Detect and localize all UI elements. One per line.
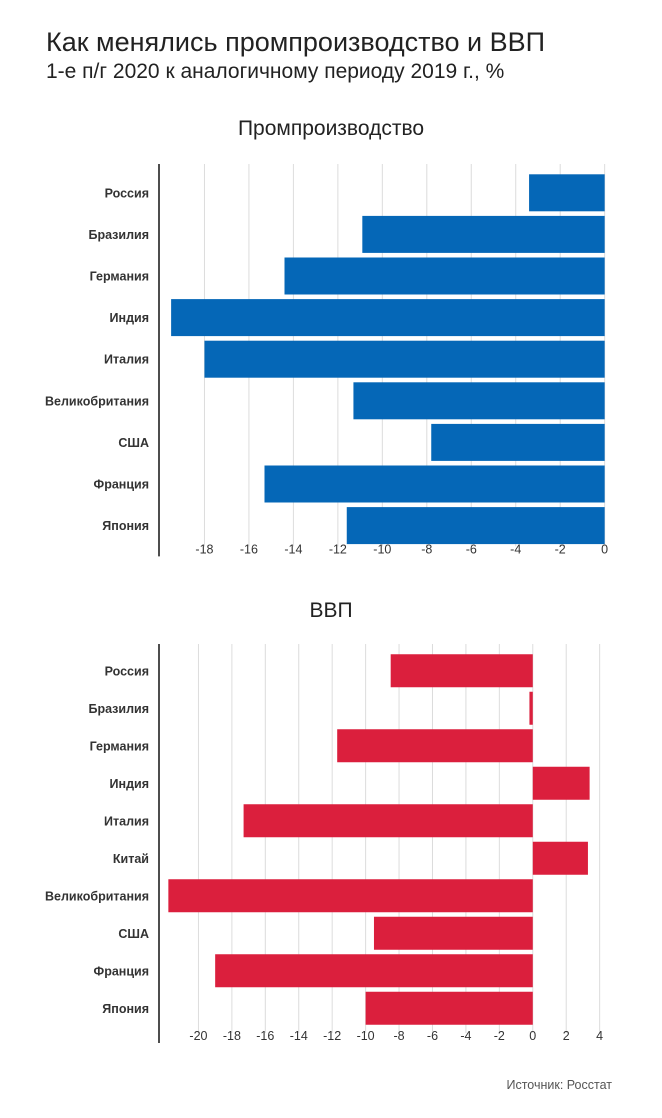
bar <box>284 257 605 295</box>
category-label: Великобритания <box>45 889 149 903</box>
bar <box>529 174 605 212</box>
category-label: Франция <box>94 964 149 978</box>
category-label: Бразилия <box>88 702 149 716</box>
source-note: Источник: Росстат <box>506 1078 612 1092</box>
category-label: Германия <box>90 270 149 284</box>
bar <box>353 382 605 420</box>
bar <box>215 954 533 988</box>
category-label: Россия <box>105 664 149 678</box>
bar <box>431 423 605 461</box>
tick-label: -8 <box>421 542 432 556</box>
gdp-chart-title: ВВП <box>309 599 353 622</box>
bar <box>390 654 533 688</box>
category-label: Россия <box>105 186 149 200</box>
bar <box>337 729 533 763</box>
tick-label: -4 <box>510 542 521 556</box>
category-label: Германия <box>90 739 149 753</box>
gdp-chart-title-wrapper: ВВП <box>0 598 662 624</box>
category-label: США <box>118 927 149 941</box>
bar <box>529 691 533 725</box>
category-label: Бразилия <box>88 228 149 242</box>
category-label: США <box>118 436 149 450</box>
industry-chart: Россия Бразилия Германия Индия Италия Великоб… <box>45 164 608 556</box>
tick-label: 0 <box>529 1029 536 1043</box>
bar <box>373 916 533 950</box>
tick-label: -8 <box>393 1029 404 1043</box>
tick-label: -4 <box>460 1029 471 1043</box>
tick-label: 0 <box>601 542 608 556</box>
industry-chart-title-wrapper: Промпроизводство <box>0 116 662 142</box>
tick-label: -16 <box>240 542 258 556</box>
category-label: Япония <box>102 519 149 533</box>
bar <box>171 299 605 337</box>
tick-label: -18 <box>195 542 213 556</box>
bar <box>168 879 533 913</box>
tick-label: -14 <box>290 1029 308 1043</box>
category-label: Индия <box>110 777 149 791</box>
bar <box>365 991 533 1025</box>
tick-label: -6 <box>427 1029 438 1043</box>
bar <box>362 215 605 253</box>
category-label: Франция <box>94 478 149 492</box>
bar <box>264 465 605 503</box>
tick-label: -12 <box>329 542 347 556</box>
chart-subtitle: 1-е п/г 2020 к аналогичному периоду 2019… <box>46 60 505 83</box>
tick-label: -18 <box>223 1029 241 1043</box>
tick-label: -10 <box>373 542 391 556</box>
tick-label: -12 <box>323 1029 341 1043</box>
tick-label: -14 <box>284 542 302 556</box>
category-label: Китай <box>113 852 149 866</box>
category-label: Япония <box>102 1002 149 1016</box>
bar <box>346 507 605 545</box>
category-label: Индия <box>110 311 149 325</box>
tick-label: -2 <box>555 542 566 556</box>
tick-label: 2 <box>563 1029 570 1043</box>
tick-label: -6 <box>466 542 477 556</box>
bar <box>532 766 590 800</box>
chart-main-title: Как менялись промпроизводство и ВВП <box>46 27 546 57</box>
category-label: Италия <box>104 814 149 828</box>
category-label: Великобритания <box>45 394 149 408</box>
tick-label: -10 <box>357 1029 375 1043</box>
tick-label: -2 <box>494 1029 505 1043</box>
bar <box>204 340 605 378</box>
tick-label: -16 <box>256 1029 274 1043</box>
tick-label: 4 <box>596 1029 603 1043</box>
category-label: Италия <box>104 353 149 367</box>
gdp-chart: Россия Бразилия Германия Индия Италия Китай Ве… <box>45 644 603 1043</box>
industry-chart-title: Промпроизводство <box>237 117 425 140</box>
tick-label: -20 <box>189 1029 207 1043</box>
bar <box>243 804 533 838</box>
bar <box>532 841 588 875</box>
